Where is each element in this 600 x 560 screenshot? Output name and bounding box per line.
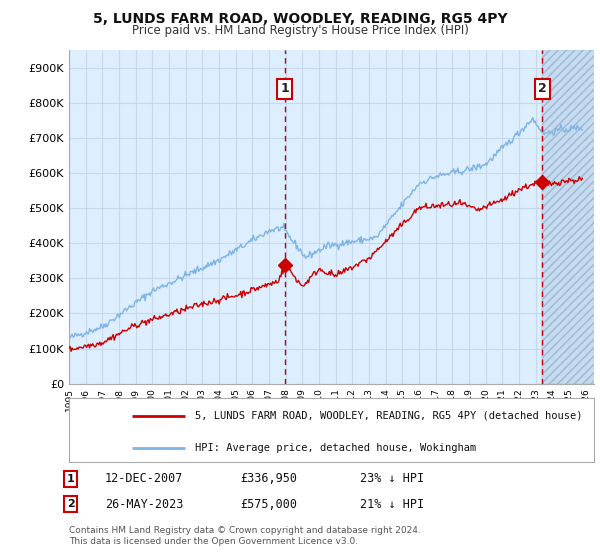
Bar <box>542 50 600 384</box>
Text: £575,000: £575,000 <box>240 497 297 511</box>
Text: 5, LUNDS FARM ROAD, WOODLEY, READING, RG5 4PY: 5, LUNDS FARM ROAD, WOODLEY, READING, RG… <box>92 12 508 26</box>
Text: 21% ↓ HPI: 21% ↓ HPI <box>360 497 424 511</box>
Text: £336,950: £336,950 <box>240 472 297 486</box>
Text: 1: 1 <box>280 82 289 96</box>
Text: 12-DEC-2007: 12-DEC-2007 <box>105 472 184 486</box>
Text: 23% ↓ HPI: 23% ↓ HPI <box>360 472 424 486</box>
Text: 1: 1 <box>67 474 74 484</box>
Text: 5, LUNDS FARM ROAD, WOODLEY, READING, RG5 4PY (detached house): 5, LUNDS FARM ROAD, WOODLEY, READING, RG… <box>195 410 583 421</box>
Text: Price paid vs. HM Land Registry's House Price Index (HPI): Price paid vs. HM Land Registry's House … <box>131 24 469 36</box>
Text: Contains HM Land Registry data © Crown copyright and database right 2024.
This d: Contains HM Land Registry data © Crown c… <box>69 526 421 546</box>
Bar <box>542 50 600 384</box>
Text: 26-MAY-2023: 26-MAY-2023 <box>105 497 184 511</box>
Text: HPI: Average price, detached house, Wokingham: HPI: Average price, detached house, Woki… <box>195 443 476 453</box>
Text: 2: 2 <box>67 499 74 509</box>
Text: 2: 2 <box>538 82 547 96</box>
